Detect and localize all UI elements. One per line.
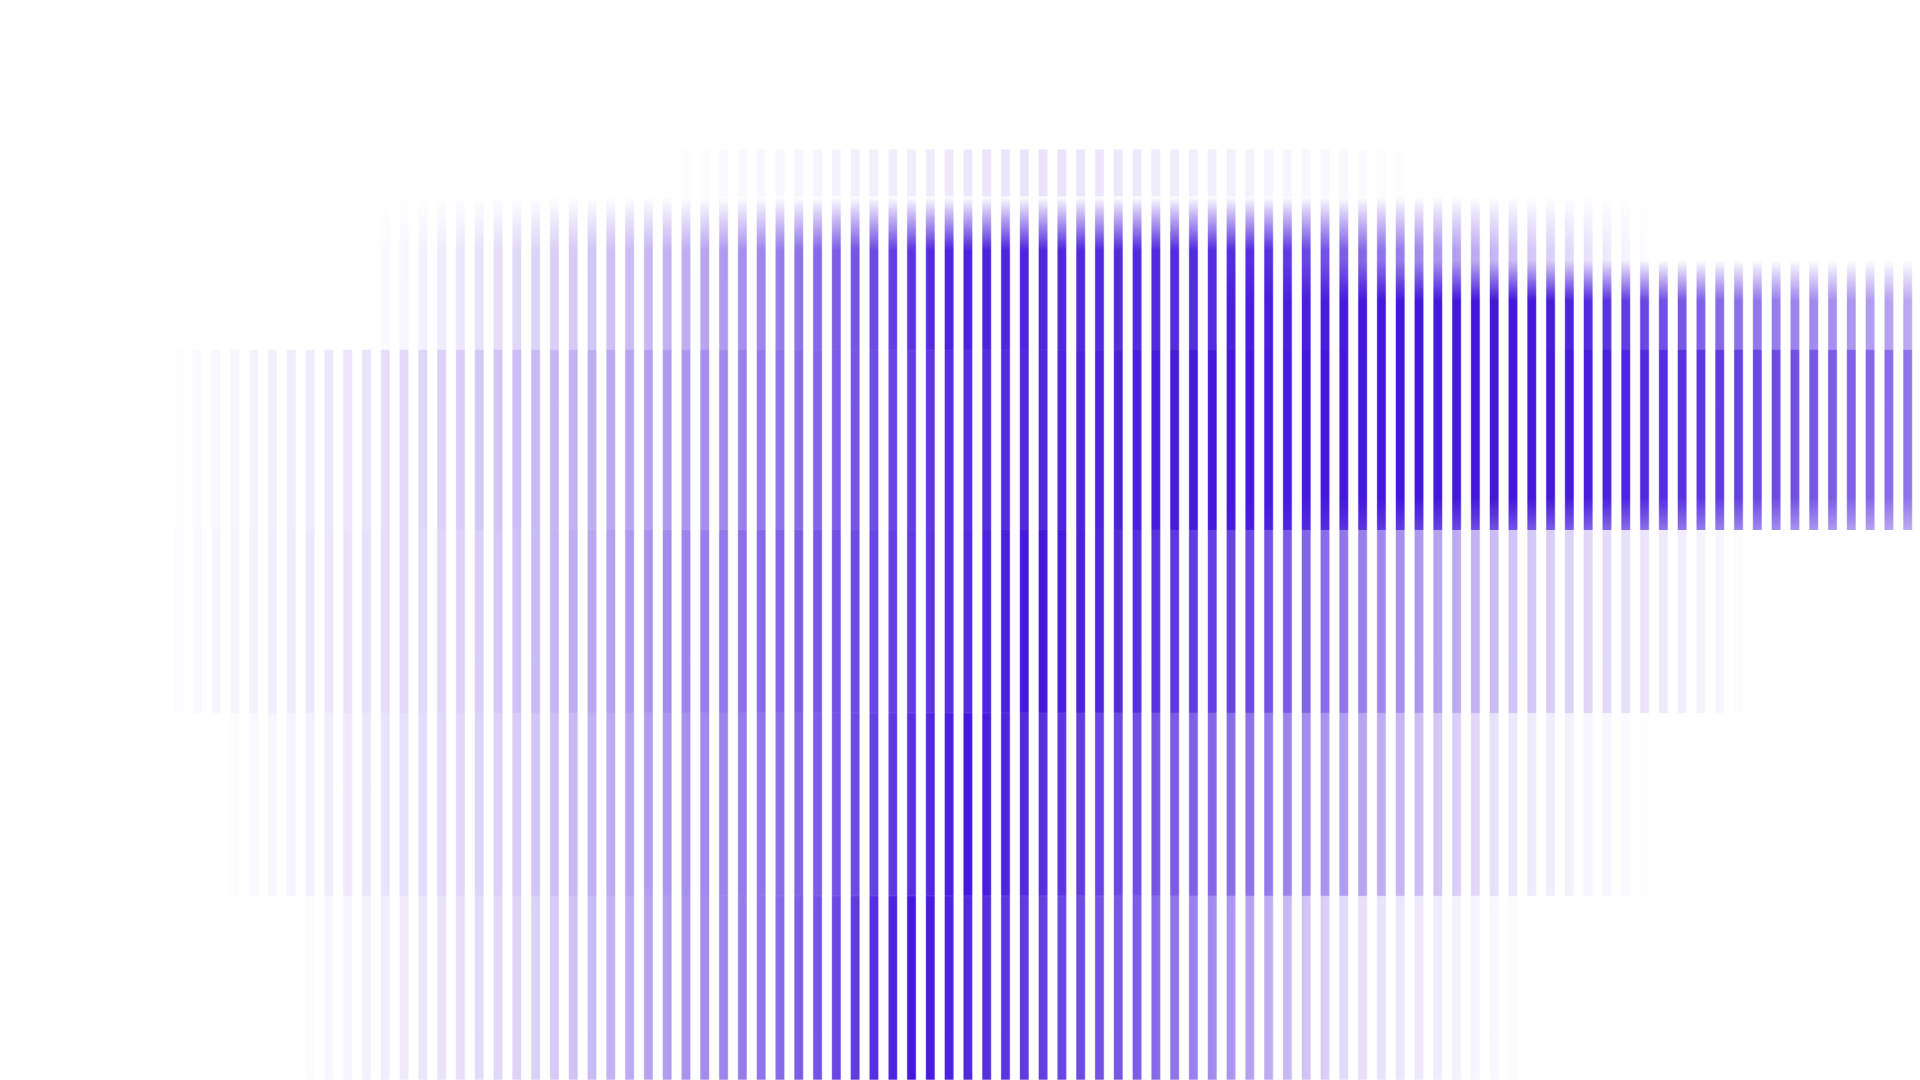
stripe-field: [159, 149, 1920, 1080]
band: [159, 530, 1752, 714]
band: [661, 149, 1421, 197]
band: [1224, 260, 1920, 531]
band: [220, 713, 1654, 896]
band: [293, 895, 1531, 1080]
band-group: [1224, 260, 1920, 531]
